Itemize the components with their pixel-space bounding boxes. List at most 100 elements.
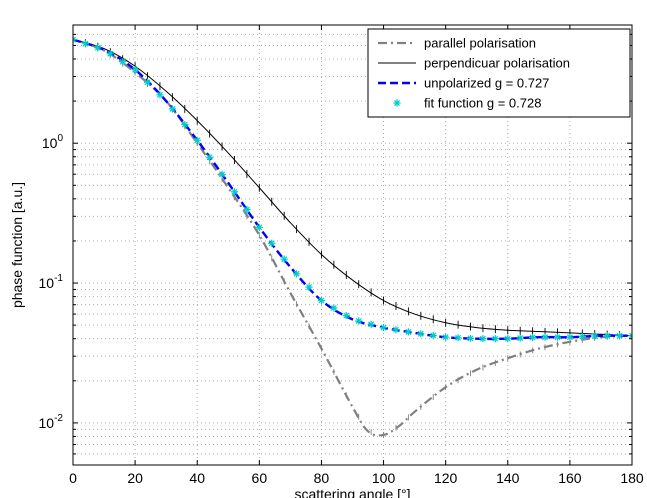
fit-marker — [280, 255, 288, 263]
marker-stroke — [405, 328, 412, 335]
y-tick-exponent: -1 — [54, 273, 63, 284]
fit-marker — [193, 136, 201, 144]
y-axis-label: phase function [a.u.] — [9, 182, 25, 308]
grid — [73, 24, 632, 466]
fit-marker — [491, 335, 499, 343]
marker-stroke — [343, 312, 350, 319]
marker-stroke — [194, 137, 201, 144]
marker-stroke — [73, 36, 76, 41]
series-line — [73, 39, 632, 337]
fit-marker — [293, 270, 301, 278]
fit-marker — [255, 223, 263, 231]
marker-stroke — [604, 332, 611, 339]
fit-marker — [615, 332, 624, 340]
fit-marker — [131, 66, 139, 74]
fit-marker — [603, 332, 611, 340]
legend: parallel polarisation perpendicuar polari… — [367, 28, 631, 118]
y-tick-base: 10 — [39, 415, 55, 431]
fit-marker — [566, 333, 574, 341]
fit-marker — [591, 332, 599, 340]
fit-marker — [529, 333, 537, 342]
fit-marker — [342, 311, 350, 320]
ticks — [72, 24, 633, 466]
fit-marker — [218, 170, 226, 178]
marker-stroke — [355, 318, 362, 324]
fit-marker — [330, 304, 338, 312]
marker-stroke — [169, 105, 176, 112]
y-tick-label: 10-2 — [39, 413, 64, 431]
legend-label: fit function g = 0.728 — [424, 96, 541, 111]
marker-stroke — [256, 224, 263, 231]
series-line — [73, 38, 632, 341]
fit-marker — [578, 333, 586, 341]
marker-stroke — [293, 270, 300, 277]
x-tick-label: 80 — [314, 470, 330, 486]
fit-marker — [355, 317, 363, 325]
fit-marker — [243, 205, 251, 214]
x-tick-label: 40 — [189, 470, 205, 486]
marker-stroke — [467, 335, 474, 342]
marker-stroke — [132, 66, 139, 73]
fit-marker — [442, 333, 450, 341]
fit-marker — [454, 334, 462, 342]
fit-marker — [305, 283, 313, 291]
fit-marker — [628, 332, 632, 340]
marker-stroke — [231, 188, 238, 195]
x-tick-label: 160 — [558, 470, 582, 486]
plot-area — [73, 36, 632, 438]
marker-stroke — [330, 305, 337, 312]
fit-marker — [156, 91, 164, 99]
marker-stroke — [94, 44, 101, 51]
fit-marker — [81, 40, 90, 48]
marker-stroke — [73, 38, 76, 43]
axes-box — [72, 24, 633, 466]
marker-stroke — [181, 121, 188, 128]
marker-stroke — [579, 333, 586, 340]
x-tick-label: 60 — [252, 470, 268, 486]
y-tick-exponent: -2 — [54, 413, 63, 424]
fit-marker — [206, 153, 214, 161]
marker-stroke — [455, 334, 462, 341]
x-tick-label: 140 — [496, 470, 520, 486]
y-tick-exponent: 0 — [57, 133, 63, 144]
marker-stroke — [368, 321, 375, 328]
marker-stroke — [417, 330, 424, 337]
fit-marker — [479, 335, 487, 343]
marker-stroke — [504, 335, 511, 342]
marker-stroke — [529, 334, 536, 341]
y-tick-base: 10 — [39, 275, 55, 291]
legend-label: perpendicuar polarisation — [424, 56, 570, 71]
marker-stroke — [394, 100, 400, 106]
x-tick-label: 20 — [127, 470, 143, 486]
marker-stroke — [517, 335, 524, 342]
fit-marker — [367, 320, 375, 328]
fit-marker — [553, 333, 562, 341]
marker-stroke — [318, 297, 325, 304]
marker-stroke — [442, 334, 449, 341]
fit-marker — [516, 334, 524, 342]
marker-stroke — [144, 79, 151, 86]
fit-marker — [168, 105, 176, 113]
marker-stroke — [629, 332, 632, 337]
fit-marker — [268, 239, 276, 247]
marker-stroke — [268, 240, 275, 247]
x-tick-label: 100 — [372, 470, 396, 486]
marker-stroke — [479, 335, 486, 342]
marker-stroke — [542, 334, 549, 341]
y-tick-base: 10 — [42, 135, 58, 151]
marker-stroke — [156, 91, 163, 98]
legend-label: parallel polarisation — [424, 36, 536, 51]
legend-label: unpolarized g = 0.727 — [424, 76, 549, 91]
marker-stroke — [281, 256, 288, 263]
x-tick-label: 120 — [434, 470, 458, 486]
fit-marker — [106, 50, 114, 58]
marker-stroke — [566, 334, 573, 341]
x-tick-label: 180 — [620, 470, 644, 486]
marker-stroke — [306, 284, 312, 291]
fit-marker — [417, 330, 425, 338]
fit-marker — [230, 188, 239, 196]
legend-marker — [393, 99, 401, 107]
marker-stroke — [82, 40, 89, 47]
